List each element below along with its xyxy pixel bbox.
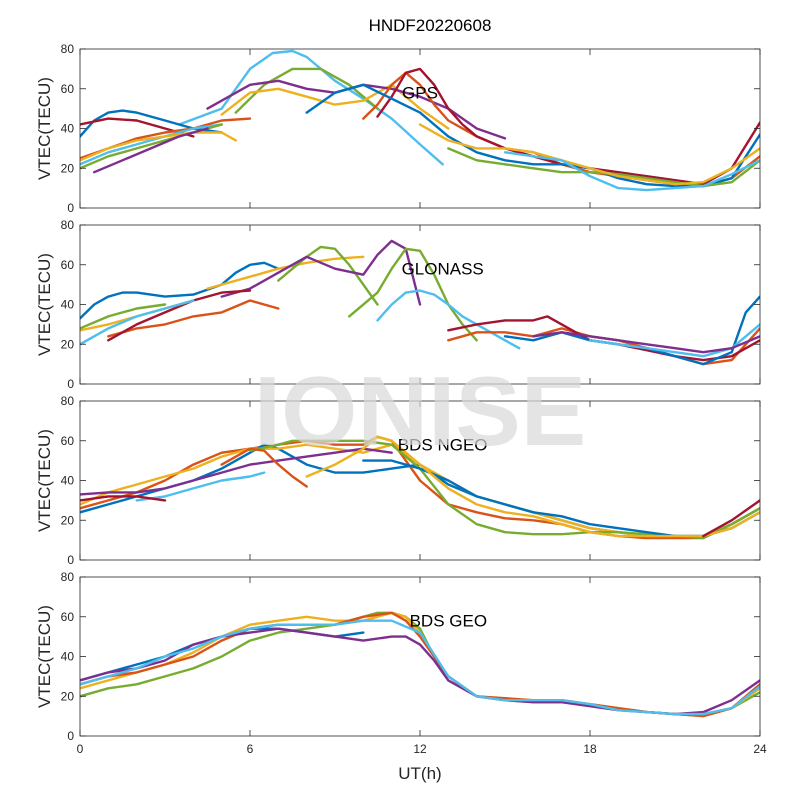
y-tick-label: 80 (61, 218, 75, 232)
series-line-2 (234, 67, 379, 114)
x-tick-label: 0 (77, 742, 84, 756)
y-tick-label: 20 (61, 513, 75, 527)
panel-annotation: BDS GEO (410, 612, 487, 631)
watermark: IONISE (254, 356, 586, 466)
series-line-11 (80, 123, 223, 166)
y-tick-label: 60 (61, 258, 75, 272)
series-line-1 (80, 435, 760, 540)
series-line-6 (80, 619, 760, 716)
series-line-13 (532, 331, 760, 354)
series-line-15 (80, 303, 167, 330)
series-group (80, 49, 760, 192)
figure-title: HNDF20220608 (369, 16, 492, 35)
series-line-7 (80, 109, 223, 138)
panel-3: 0 20 40 60 80 VTEC(TECU) BDS NGEO (35, 394, 761, 567)
y-tick-label: 0 (67, 377, 74, 391)
series-line-1 (80, 261, 280, 320)
y-tick-label: 20 (61, 689, 75, 703)
series-line-16 (418, 123, 760, 186)
series-group (80, 611, 760, 718)
series-line-5 (80, 447, 393, 496)
panel-1: 0 20 40 60 80 VTEC(TECU) GPS (35, 42, 761, 215)
series-line-13 (80, 131, 237, 162)
y-tick-label: 60 (61, 610, 75, 624)
x-tick-label: 12 (413, 742, 427, 756)
panel-annotation: GLONASS (402, 260, 484, 279)
series-line-4 (220, 239, 422, 306)
series-line-6 (376, 67, 760, 186)
series-line-9 (305, 435, 760, 538)
panel-4: 0 6 12 18 24 0 20 40 60 80 VTEC(TECU) BDS GEO (35, 570, 767, 756)
y-axis-label: VTEC(TECU) (35, 429, 54, 532)
y-tick-label: 0 (67, 201, 74, 215)
panel-2: 0 20 40 60 80 VTEC(TECU) GLONASS (35, 218, 761, 391)
y-tick-label: 0 (67, 729, 74, 743)
panel-annotation: GPS (402, 84, 438, 103)
y-tick-label: 80 (61, 42, 75, 56)
y-tick-label: 60 (61, 82, 75, 96)
y-tick-label: 20 (61, 337, 75, 351)
series-line-14 (93, 127, 209, 174)
series-line-7 (107, 299, 280, 338)
y-axis-label: VTEC(TECU) (35, 253, 54, 356)
y-tick-label: 40 (61, 474, 75, 488)
x-tick-label: 24 (753, 742, 767, 756)
y-tick-label: 60 (61, 434, 75, 448)
y-tick-label: 80 (61, 394, 75, 408)
x-tick-label: 18 (583, 742, 597, 756)
series-line-10 (220, 447, 308, 488)
y-tick-label: 40 (61, 650, 75, 664)
series-line-16 (80, 299, 195, 346)
series-line-6 (376, 289, 521, 350)
series-line-5 (348, 247, 478, 342)
series-line-8 (305, 83, 760, 188)
series-line-7 (80, 495, 167, 502)
y-axis-label: VTEC(TECU) (35, 77, 54, 180)
y-tick-label: 40 (61, 122, 75, 136)
series-group (80, 239, 760, 366)
panel-annotation: BDS NGEO (398, 436, 488, 455)
series-line-3 (220, 83, 450, 130)
x-axis-label: UT(h) (398, 764, 441, 783)
series-group (80, 435, 760, 540)
y-tick-label: 20 (61, 161, 75, 175)
series-line-8 (107, 289, 252, 342)
series-line-1 (178, 49, 444, 166)
series-line-17 (503, 151, 760, 192)
series-line-6 (135, 471, 266, 502)
y-axis-label: VTEC(TECU) (35, 605, 54, 708)
x-tick-label: 6 (247, 742, 254, 756)
y-tick-label: 0 (67, 553, 74, 567)
y-tick-label: 40 (61, 298, 75, 312)
y-tick-label: 80 (61, 570, 75, 584)
series-line-11 (702, 499, 760, 538)
